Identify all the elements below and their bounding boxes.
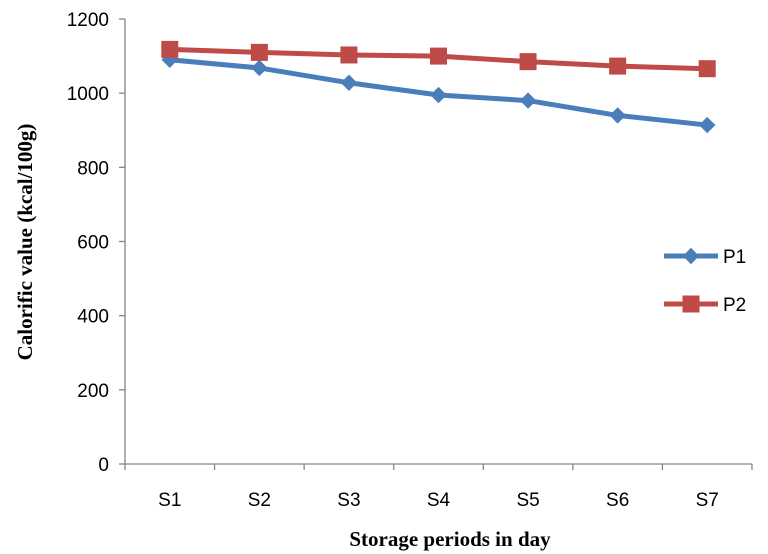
data-point bbox=[519, 53, 537, 71]
data-point bbox=[250, 43, 268, 61]
x-tick-label: S6 bbox=[606, 490, 629, 511]
legend-item-p2: P2 bbox=[664, 295, 746, 316]
series-p1 bbox=[161, 51, 716, 134]
legend-item-p1: P1 bbox=[664, 247, 746, 268]
x-axis-title: Storage periods in day bbox=[349, 527, 551, 551]
x-tick-label: S2 bbox=[248, 490, 271, 511]
data-point bbox=[609, 107, 626, 124]
legend: P1 P2 bbox=[664, 247, 746, 316]
legend-marker bbox=[682, 247, 700, 265]
x-tick-label: S1 bbox=[158, 490, 181, 511]
series-p2 bbox=[161, 40, 716, 78]
y-tick-label: 0 bbox=[98, 455, 109, 476]
y-axis-title: Calorific value (kcal/100g) bbox=[13, 124, 37, 361]
x-tick-label: S5 bbox=[516, 490, 539, 511]
y-tick-label: 400 bbox=[77, 307, 109, 328]
data-point bbox=[698, 60, 716, 78]
legend-label: P1 bbox=[723, 247, 746, 268]
data-point bbox=[519, 92, 537, 109]
y-axis: 0 200 400 600 800 1000 1200 bbox=[67, 10, 126, 476]
x-tick-label: S7 bbox=[696, 490, 719, 511]
x-tick-label: S4 bbox=[427, 490, 451, 511]
x-axis: S1 S2 S3 S4 S5 S6 S7 bbox=[124, 463, 753, 511]
legend-label: P2 bbox=[723, 295, 746, 316]
data-point bbox=[161, 40, 179, 58]
x-tick-label: S3 bbox=[337, 490, 360, 511]
data-point bbox=[430, 47, 447, 65]
legend-marker bbox=[682, 295, 700, 313]
data-point bbox=[609, 57, 627, 75]
y-tick-label: 800 bbox=[77, 158, 109, 179]
data-point bbox=[340, 46, 358, 64]
y-tick-label: 600 bbox=[77, 233, 109, 254]
series-layer bbox=[161, 40, 716, 134]
data-point bbox=[430, 86, 447, 104]
y-tick-label: 1200 bbox=[67, 10, 109, 31]
y-tick-label: 1000 bbox=[67, 84, 109, 105]
y-tick-label: 200 bbox=[77, 381, 109, 402]
data-point bbox=[340, 74, 358, 91]
data-point bbox=[251, 59, 268, 77]
data-point bbox=[699, 116, 716, 134]
